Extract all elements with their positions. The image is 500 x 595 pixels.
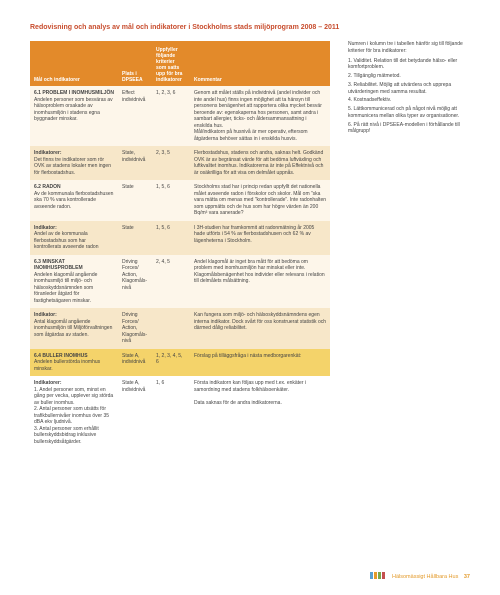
cell-goal: 6.4 BULLER INOMHUSAndelen bullerstörda i… [30, 349, 118, 377]
footer-brand: Hälsomässigt Hållbara Hus [392, 574, 458, 580]
cell-goal-body: Det finns tre indikatorer som rör OVK av… [34, 157, 114, 177]
side-item: 4. Kostnadseffektiv. [348, 97, 470, 104]
table-row: Indikatorer:Det finns tre indikatorer so… [30, 146, 330, 180]
table-header-row: Mål och indikatorer Plats i DPSEEA Uppfy… [30, 41, 330, 86]
cell-goal: Indikator:Antal klagomål angående inomhu… [30, 308, 118, 349]
cell-comment: Första indikatorn kan följas upp med t.e… [190, 376, 330, 449]
side-notes: Numren i kolumn tre i tabellen hänför si… [348, 41, 470, 449]
table-row: 6.4 BULLER INOMHUSAndelen bullerstörda i… [30, 349, 330, 377]
cell-goal-body: Andelen klagomål angående inomhusmiljö t… [34, 272, 114, 305]
cell-dpseea: Driving Forces/ Action, Klagomåls-nivå [118, 308, 152, 349]
cell-goal-body: Antal klagomål angående inomhusmiljön ti… [34, 319, 114, 339]
table-row: 6.2 RADONAv de kommunala flerbostadshuse… [30, 180, 330, 221]
side-item: 2. Tillgänglig mätmetod. [348, 73, 470, 80]
cell-goal-title: 6.3 MINSKAT INOMHUSPROBLEM [34, 259, 114, 272]
cell-goal: 6.2 RADONAv de kommunala flerbostadshuse… [30, 180, 118, 221]
cell-comment: Flerbostadshus, stadens och andra, sakna… [190, 146, 330, 180]
cell-comment: Kan fungera som miljö- och hälsoskyddsnä… [190, 308, 330, 349]
cell-dpseea: State [118, 180, 152, 221]
cell-criteria: 1, 5, 6 [152, 180, 190, 221]
cell-goal-body: 1. Andel personer som, minst en gång per… [34, 387, 114, 446]
cell-goal-body: Andelen personer som besväras av hälsopr… [34, 97, 114, 123]
cell-goal: 6.3 MINSKAT INOMHUSPROBLEMAndelen klagom… [30, 255, 118, 309]
cell-criteria: 2, 4, 5 [152, 255, 190, 309]
cell-comment: Förslag på tilläggsfråga i nästa medborg… [190, 349, 330, 377]
cell-goal: Indikatorer:Det finns tre indikatorer so… [30, 146, 118, 180]
side-item: 1. Validitet. Relation till det betydand… [348, 58, 470, 72]
footer-logo [370, 572, 386, 581]
indicator-table: Mål och indikatorer Plats i DPSEEA Uppfy… [30, 41, 330, 449]
side-item: 3. Reliabilitet. Möjlig att utvärdera oc… [348, 82, 470, 96]
table-row: Indikatorer:1. Andel personer som, minst… [30, 376, 330, 449]
cell-goal: 6.1 PROBLEM I INOMHUSMILJÖNAndelen perso… [30, 86, 118, 146]
cell-goal: Indikatorer:1. Andel personer som, minst… [30, 376, 118, 449]
table-row: 6.3 MINSKAT INOMHUSPROBLEMAndelen klagom… [30, 255, 330, 309]
cell-dpseea: State A, individnivå [118, 349, 152, 377]
cell-comment: Genom att målet ställs på individnivå (a… [190, 86, 330, 146]
table-row: 6.1 PROBLEM I INOMHUSMILJÖNAndelen perso… [30, 86, 330, 146]
col-header-1: Mål och indikatorer [30, 41, 118, 86]
cell-criteria: 1, 2, 3, 4, 5, 6 [152, 349, 190, 377]
cell-goal-body: Av de kommunala flerbostadshusen ska 70 … [34, 191, 114, 211]
cell-goal-body: Andelen bullerstörda inomhus minskar. [34, 359, 114, 372]
main-layout: Mål och indikatorer Plats i DPSEEA Uppfy… [30, 41, 470, 449]
cell-goal-title: 6.1 PROBLEM I INOMHUSMILJÖN [34, 90, 114, 97]
cell-dpseea: State, individnivå [118, 146, 152, 180]
table-wrapper: Mål och indikatorer Plats i DPSEEA Uppfy… [30, 41, 330, 449]
cell-dpseea: State [118, 221, 152, 255]
cell-criteria: 2, 3, 5 [152, 146, 190, 180]
page-footer: Hälsomässigt Hållbara Hus 37 [370, 572, 470, 581]
cell-dpseea: Driving Forces/ Action, Klagomåls-nivå [118, 255, 152, 309]
table-row: Indikator:Antal klagomål angående inomhu… [30, 308, 330, 349]
cell-goal-body: Andel av de kommunala flerbostadshus som… [34, 231, 114, 251]
cell-criteria: 1, 5, 6 [152, 221, 190, 255]
cell-dpseea: Effect individnivå [118, 86, 152, 146]
table-row: Indikator:Andel av de kommunala flerbost… [30, 221, 330, 255]
col-header-2: Plats i DPSEEA [118, 41, 152, 86]
cell-criteria [152, 308, 190, 349]
cell-criteria: 1, 2, 3, 6 [152, 86, 190, 146]
col-header-3: Uppfyller följande kriterier som satts u… [152, 41, 190, 86]
side-lead: Numren i kolumn tre i tabellen hänför si… [348, 41, 470, 55]
side-item: 5. Lättkommunicerad och på något nivå mö… [348, 106, 470, 120]
page-title: Redovisning och analys av mål och indika… [30, 24, 470, 31]
col-header-4: Kommentar [190, 41, 330, 86]
page-number: 37 [464, 574, 470, 580]
side-item: 6. På rätt nivå i DPSEEA-modellen i förh… [348, 122, 470, 136]
cell-dpseea: State A, individnivå [118, 376, 152, 449]
cell-comment: Stockholms stad har i princip redan uppf… [190, 180, 330, 221]
cell-comment: Andel klagomål är inget bra mått för att… [190, 255, 330, 309]
cell-comment: I 3H-studien har framkommit att radonmät… [190, 221, 330, 255]
cell-goal: Indikator:Andel av de kommunala flerbost… [30, 221, 118, 255]
cell-criteria: 1, 6 [152, 376, 190, 449]
